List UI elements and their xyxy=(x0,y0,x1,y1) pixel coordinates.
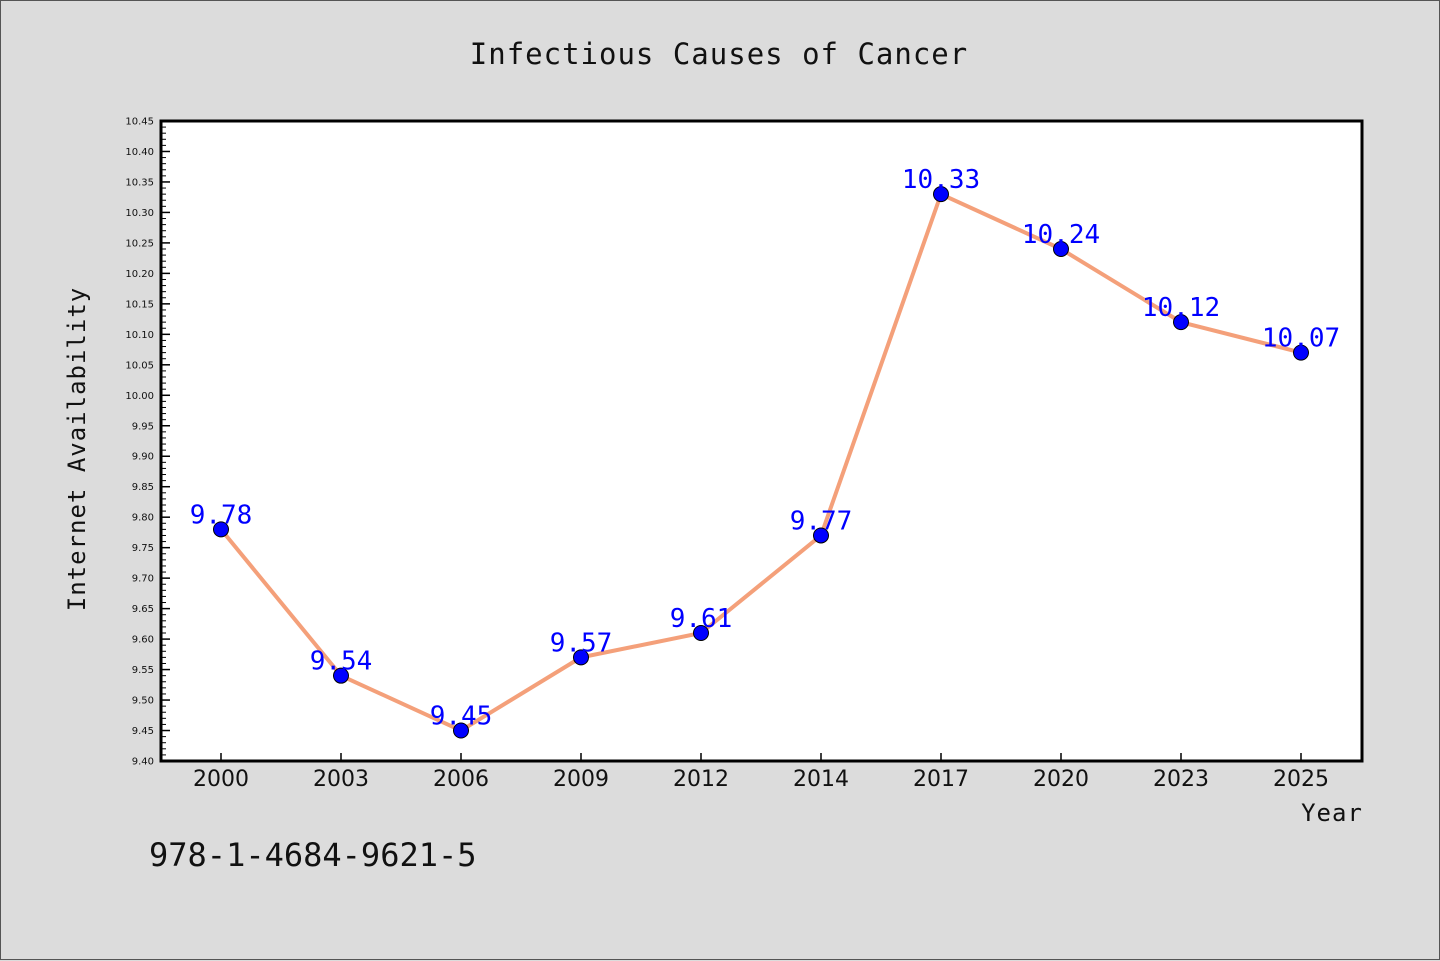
series-line xyxy=(219,192,1302,733)
y-tick-label: 10.45 xyxy=(125,117,154,128)
data-point-marker xyxy=(693,625,709,641)
x-tick-label: 2006 xyxy=(433,767,489,792)
x-tick-label: 2014 xyxy=(793,767,849,792)
data-point-marker xyxy=(453,722,469,739)
data-label: 9.77 xyxy=(790,506,853,536)
y-tick-label: 10.20 xyxy=(125,269,154,280)
data-point-marker xyxy=(1173,314,1189,331)
data-point-marker xyxy=(1053,241,1069,257)
y-tick-label: 10.15 xyxy=(125,299,154,310)
y-tick-label: 10.10 xyxy=(125,330,154,341)
y-tick-label: 10.35 xyxy=(125,177,154,188)
y-tick-label: 10.05 xyxy=(125,360,154,371)
y-tick-label: 9.75 xyxy=(132,543,154,554)
data-label: 10.12 xyxy=(1142,293,1220,323)
isbn-annotation: 978-1-4684-9621-5 xyxy=(149,836,477,874)
y-tick-label: 9.95 xyxy=(132,421,154,432)
y-axis: 9.40 9.45 9.50 9.55 9.60 9.65 9.70 9.75 9.80 9.85… xyxy=(125,117,170,768)
data-label: 9.78 xyxy=(190,500,253,530)
y-tick-label: 10.40 xyxy=(125,147,154,158)
x-axis-label: Year xyxy=(1301,799,1363,827)
y-axis-label: Internet Availability xyxy=(63,287,91,611)
data-point-marker xyxy=(933,186,949,203)
y-tick-label: 9.70 xyxy=(132,574,154,585)
data-point-marker xyxy=(333,667,349,684)
y-tick-label: 9.90 xyxy=(132,452,154,463)
x-tick-label: 2009 xyxy=(553,767,609,792)
series-layer: 9.78 9.54 9.45 9.57 9.61 9.77 10.33 10.24 10.12 1… xyxy=(190,165,1340,739)
x-tick-label: 2012 xyxy=(673,767,729,792)
y-tick-label: 9.60 xyxy=(132,635,154,646)
x-axis: 2000 2003 2006 2009 2012 2014 2017 2020 2023 2025 xyxy=(193,753,1329,792)
data-label: 10.33 xyxy=(902,165,980,195)
y-tick-label: 10.25 xyxy=(125,238,154,249)
y-tick-label: 9.85 xyxy=(132,482,154,493)
x-tick-label: 2025 xyxy=(1273,767,1329,792)
x-tick-label: 2017 xyxy=(913,767,969,792)
data-label: 9.54 xyxy=(310,647,373,677)
y-tick-label: 9.50 xyxy=(132,696,154,707)
data-label: 10.07 xyxy=(1262,324,1340,354)
x-tick-label: 2000 xyxy=(193,767,249,792)
data-point-marker xyxy=(573,649,589,666)
data-label: 9.57 xyxy=(550,628,613,658)
chart-title: Infectious Causes of Cancer xyxy=(470,37,968,71)
x-tick-label: 2020 xyxy=(1033,767,1089,792)
y-tick-label: 10.00 xyxy=(125,391,154,402)
x-tick-label: 2023 xyxy=(1153,767,1209,792)
y-tick-label: 9.40 xyxy=(132,757,154,768)
data-label: 9.61 xyxy=(670,604,733,634)
y-tick-label: 9.65 xyxy=(132,604,154,615)
data-label: 10.24 xyxy=(1022,220,1100,250)
data-point-marker xyxy=(213,521,229,538)
y-tick-label: 9.45 xyxy=(132,726,154,737)
data-point-marker xyxy=(813,527,829,544)
y-tick-label: 9.55 xyxy=(132,665,154,676)
data-label: 9.45 xyxy=(430,702,493,732)
y-tick-label: 9.80 xyxy=(132,513,154,524)
plot-area xyxy=(159,119,1364,763)
x-tick-label: 2003 xyxy=(313,767,369,792)
data-point-marker xyxy=(1293,344,1309,361)
y-tick-label: 10.30 xyxy=(125,208,154,219)
